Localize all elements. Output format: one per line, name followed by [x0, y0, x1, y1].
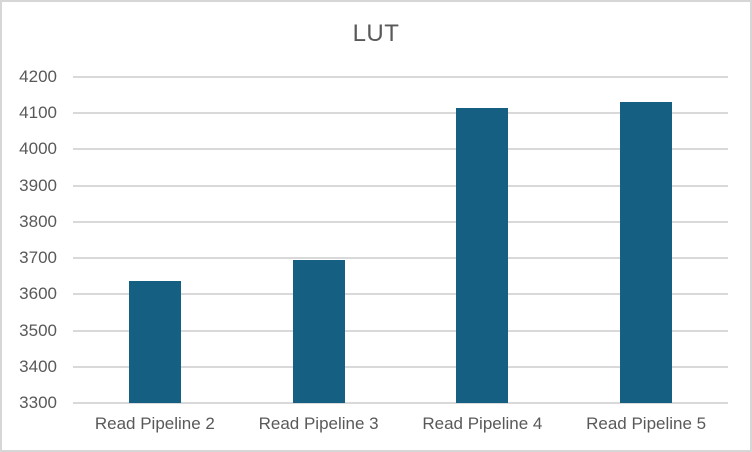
bar-read-pipeline-2 [128, 280, 181, 403]
gridline-3900 [73, 184, 728, 187]
y-tick-label-4100: 4100 [19, 103, 57, 123]
x-category-label-1: Read Pipeline 2 [94, 414, 215, 433]
y-tick-label-3800: 3800 [19, 211, 57, 231]
y-tick-label-3700: 3700 [19, 248, 57, 268]
y-tick-label-4000: 4000 [19, 139, 57, 159]
gridline-4000 [73, 148, 728, 151]
gridline-4200 [73, 76, 728, 78]
y-tick-label-3500: 3500 [19, 320, 57, 340]
gridline-3600 [73, 293, 728, 296]
bar-read-pipeline-4 [456, 108, 509, 403]
y-tick-label-3900: 3900 [19, 175, 57, 195]
x-category-label-4: Read Pipeline 5 [586, 414, 707, 433]
gridline-3800 [73, 220, 728, 223]
x-category-label-2: Read Pipeline 3 [258, 414, 379, 433]
chart-title: LUT [352, 20, 400, 47]
gridline-3300 [73, 402, 728, 404]
gridline-3400 [73, 365, 728, 368]
bar-read-pipeline-5 [620, 101, 673, 403]
gridline-3500 [73, 329, 728, 332]
gridline-4100 [73, 112, 728, 115]
y-tick-label-3400: 3400 [19, 356, 57, 376]
y-tick-label-4200: 4200 [19, 67, 57, 86]
y-tick-label-3600: 3600 [19, 284, 57, 304]
bar-read-pipeline-3 [292, 260, 345, 403]
y-tick-label-3300: 3300 [19, 393, 57, 412]
x-category-label-3: Read Pipeline 4 [422, 414, 543, 433]
gridline-3700 [73, 257, 728, 260]
